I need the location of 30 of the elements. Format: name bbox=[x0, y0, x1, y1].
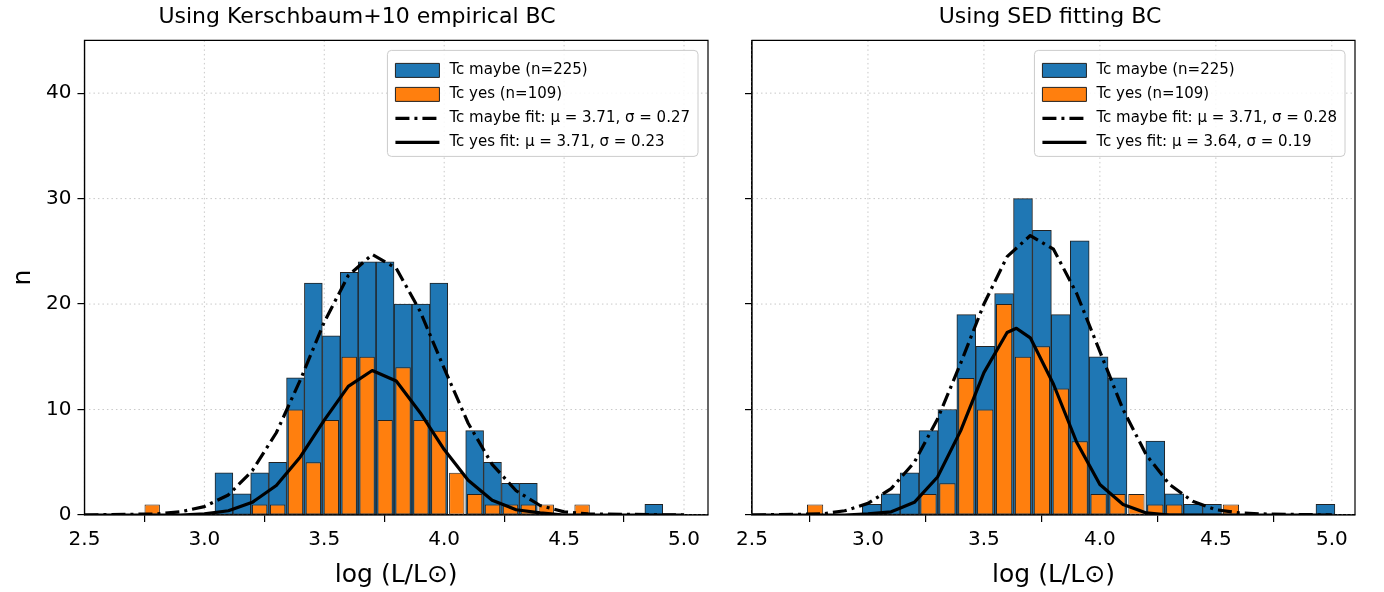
x-tick-label: 3.0 bbox=[188, 526, 221, 551]
x-tick-label: 4.5 bbox=[548, 526, 581, 551]
x-tick-label: 5.0 bbox=[668, 526, 700, 551]
x-tick-label: 4.0 bbox=[428, 526, 461, 551]
x-axis-title: log (L/L⊙) bbox=[992, 558, 1115, 588]
legend-label: Tc yes fit: μ = 3.71, σ = 0.23 bbox=[448, 132, 665, 151]
y-tick-label: 10 bbox=[46, 395, 72, 420]
x-tick-label: 5.0 bbox=[1315, 526, 1348, 551]
x-tick-label: 3.5 bbox=[968, 526, 1000, 551]
chart-title: Using Kerschbaum+10 empirical BC bbox=[158, 2, 556, 28]
legend-label: Tc maybe (n=225) bbox=[448, 60, 588, 79]
x-tick-label: 2.5 bbox=[68, 526, 101, 551]
y-tick-label: 0 bbox=[58, 501, 72, 526]
legend-label: Tc yes fit: μ = 3.64, σ = 0.19 bbox=[1095, 132, 1312, 151]
legend-label: Tc maybe fit: μ = 3.71, σ = 0.28 bbox=[1095, 108, 1338, 127]
legend-label: Tc maybe (n=225) bbox=[1095, 60, 1235, 79]
y-tick-label: 40 bbox=[46, 79, 72, 104]
x-tick-label: 4.5 bbox=[1199, 526, 1232, 551]
x-axis-title: log (L/L⊙) bbox=[334, 558, 458, 588]
x-tick-label: 3.0 bbox=[852, 526, 884, 551]
chart-title: Using SED fitting BC bbox=[938, 2, 1162, 28]
legend-label: Tc maybe fit: μ = 3.71, σ = 0.27 bbox=[448, 108, 691, 127]
y-axis-title: n bbox=[6, 269, 36, 286]
x-tick-label: 3.5 bbox=[308, 526, 341, 551]
y-tick-label: 20 bbox=[46, 290, 72, 315]
y-tick-label: 30 bbox=[46, 184, 72, 209]
legend-label: Tc yes (n=109) bbox=[1095, 84, 1210, 103]
legend-label: Tc yes (n=109) bbox=[448, 84, 563, 103]
x-tick-label: 4.0 bbox=[1083, 526, 1116, 551]
x-tick-label: 2.5 bbox=[736, 526, 768, 551]
